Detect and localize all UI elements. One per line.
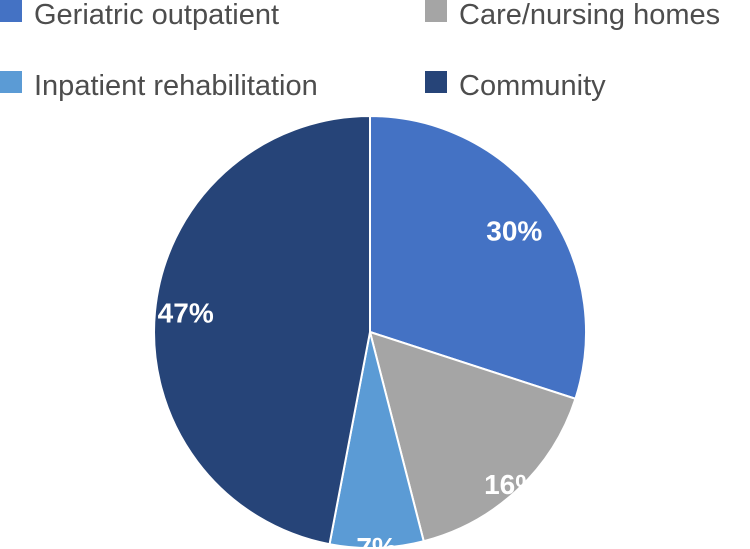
pie-slices <box>153 114 587 549</box>
slice-labels: 30% 16% 7% 47% <box>158 215 543 549</box>
legend-label: Geriatric outpatient <box>34 0 279 31</box>
legend-item-inpatient-rehabilitation: Inpatient rehabilitation <box>0 70 318 102</box>
legend-item-care-nursing-homes: Care/nursing homes <box>425 0 720 31</box>
legend-swatch <box>425 71 447 93</box>
slice-label-inpatient-rehabilitation: 7% <box>356 532 397 549</box>
legend: Geriatric outpatient Care/nursing homes In… <box>0 0 720 102</box>
legend-label: Care/nursing homes <box>459 0 720 31</box>
legend-swatch <box>0 71 22 93</box>
slice-label-geriatric-outpatient: 30% <box>486 215 542 246</box>
pie-slice-community <box>153 114 371 546</box>
slice-label-care-nursing-homes: 16% <box>484 469 540 500</box>
legend-item-community: Community <box>425 70 606 102</box>
legend-swatch <box>0 0 22 22</box>
pie-slice-geriatric-outpatient <box>369 114 587 401</box>
pie-slice-care-nursing-homes <box>368 330 577 543</box>
legend-swatch <box>425 0 447 22</box>
slice-label-community: 47% <box>158 298 214 329</box>
legend-label: Community <box>459 70 606 102</box>
legend-label: Inpatient rehabilitation <box>34 70 318 102</box>
legend-item-geriatric-outpatient: Geriatric outpatient <box>0 0 279 31</box>
